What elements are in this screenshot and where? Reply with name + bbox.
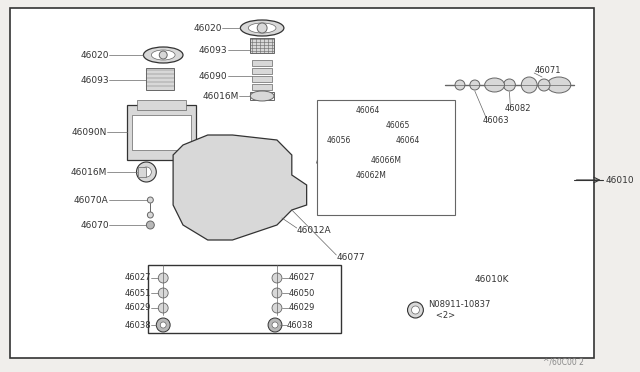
Circle shape [147, 212, 154, 218]
Text: N08911-10837
   <2>: N08911-10837 <2> [428, 300, 491, 320]
Bar [250, 38, 274, 53]
Text: 46010: 46010 [605, 176, 634, 185]
Circle shape [160, 322, 166, 328]
Text: 46070A: 46070A [74, 196, 109, 205]
Circle shape [376, 145, 386, 155]
Ellipse shape [151, 50, 175, 60]
Bar [252, 60, 272, 66]
Circle shape [272, 322, 278, 328]
Circle shape [257, 23, 267, 33]
Bar [250, 92, 274, 100]
Text: 46093: 46093 [80, 76, 109, 84]
Text: 46027: 46027 [289, 273, 316, 282]
Text: 46062M: 46062M [356, 170, 387, 180]
Circle shape [538, 79, 550, 91]
Text: 46012A: 46012A [297, 225, 332, 234]
Bar [127, 105, 196, 160]
Text: 46038: 46038 [125, 321, 151, 330]
Circle shape [470, 80, 480, 90]
Bar [148, 265, 341, 333]
Ellipse shape [250, 91, 274, 101]
Text: 46020: 46020 [193, 23, 221, 32]
Circle shape [268, 318, 282, 332]
Text: 46066M: 46066M [371, 155, 402, 164]
Circle shape [147, 197, 154, 203]
Circle shape [408, 302, 424, 318]
Text: 46029: 46029 [125, 304, 151, 312]
Text: 46029: 46029 [289, 304, 316, 312]
Circle shape [158, 288, 168, 298]
Text: 46051: 46051 [125, 289, 151, 298]
Bar [252, 84, 272, 90]
Circle shape [136, 162, 156, 182]
Text: 46020: 46020 [80, 51, 109, 60]
Text: 46063: 46063 [483, 115, 509, 125]
Polygon shape [317, 100, 455, 215]
Text: 46093: 46093 [199, 45, 227, 55]
Circle shape [522, 77, 537, 93]
Circle shape [141, 167, 151, 177]
Ellipse shape [547, 77, 571, 93]
Polygon shape [173, 135, 307, 240]
Ellipse shape [404, 130, 417, 140]
Bar [252, 68, 272, 74]
Ellipse shape [248, 23, 276, 33]
Circle shape [272, 303, 282, 313]
Ellipse shape [241, 20, 284, 36]
Text: 46071: 46071 [534, 65, 561, 74]
Text: 46038: 46038 [287, 321, 314, 330]
Circle shape [158, 273, 168, 283]
Circle shape [156, 318, 170, 332]
Text: 46016M: 46016M [203, 92, 239, 100]
Ellipse shape [484, 78, 504, 92]
Text: 46090N: 46090N [72, 128, 107, 137]
Bar [138, 167, 147, 177]
Text: 46077: 46077 [337, 253, 365, 263]
Text: 46056: 46056 [326, 135, 351, 144]
Text: 46064: 46064 [356, 106, 380, 115]
Circle shape [272, 288, 282, 298]
Text: 46082: 46082 [504, 103, 531, 112]
Text: 46050: 46050 [289, 289, 316, 298]
Polygon shape [337, 18, 584, 310]
Circle shape [455, 80, 465, 90]
Circle shape [360, 139, 372, 151]
Circle shape [272, 273, 282, 283]
Bar [147, 68, 174, 90]
Bar [252, 76, 272, 82]
Text: 46070: 46070 [80, 221, 109, 230]
Text: 46027: 46027 [125, 273, 151, 282]
Ellipse shape [376, 123, 396, 137]
Text: 46064: 46064 [396, 135, 420, 144]
Circle shape [147, 221, 154, 229]
Circle shape [159, 51, 167, 59]
Text: 46010K: 46010K [475, 276, 509, 285]
Bar [136, 100, 186, 110]
Text: 46090: 46090 [199, 71, 227, 80]
Circle shape [158, 303, 168, 313]
Bar [132, 115, 191, 150]
Text: 46065: 46065 [386, 121, 410, 129]
Text: ^/60C00 2: ^/60C00 2 [543, 357, 584, 366]
Ellipse shape [143, 47, 183, 63]
Text: 46016M: 46016M [70, 167, 107, 176]
Ellipse shape [393, 124, 408, 136]
Circle shape [504, 79, 515, 91]
Circle shape [412, 306, 419, 314]
